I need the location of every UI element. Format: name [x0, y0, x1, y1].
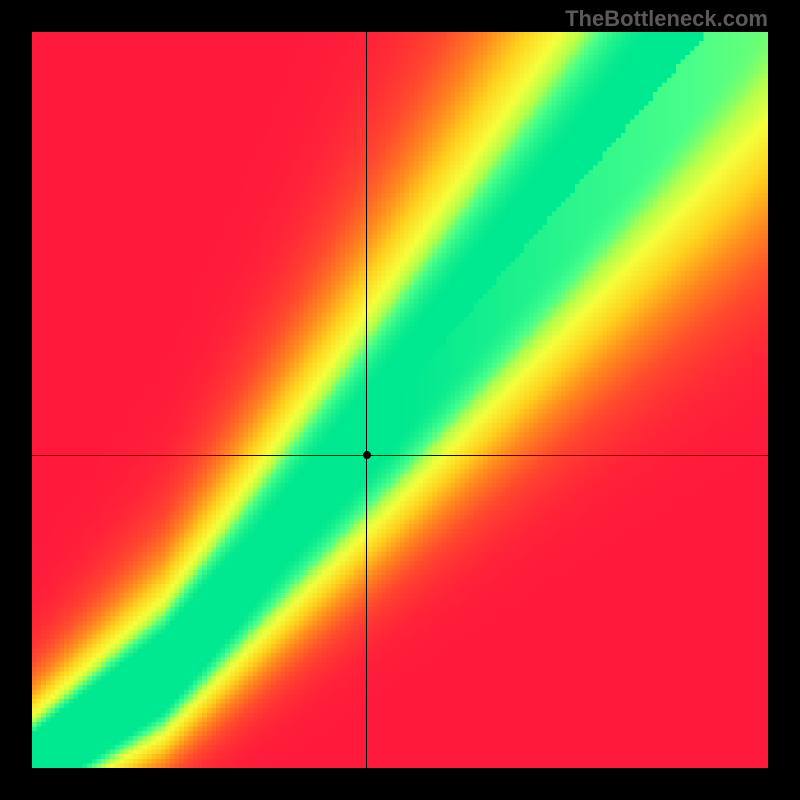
bottleneck-heatmap	[32, 32, 768, 768]
attribution-label: TheBottleneck.com	[565, 6, 768, 32]
crosshair-marker	[363, 451, 371, 459]
chart-container: TheBottleneck.com	[0, 0, 800, 800]
crosshair-horizontal	[32, 455, 768, 456]
crosshair-vertical	[366, 32, 367, 768]
